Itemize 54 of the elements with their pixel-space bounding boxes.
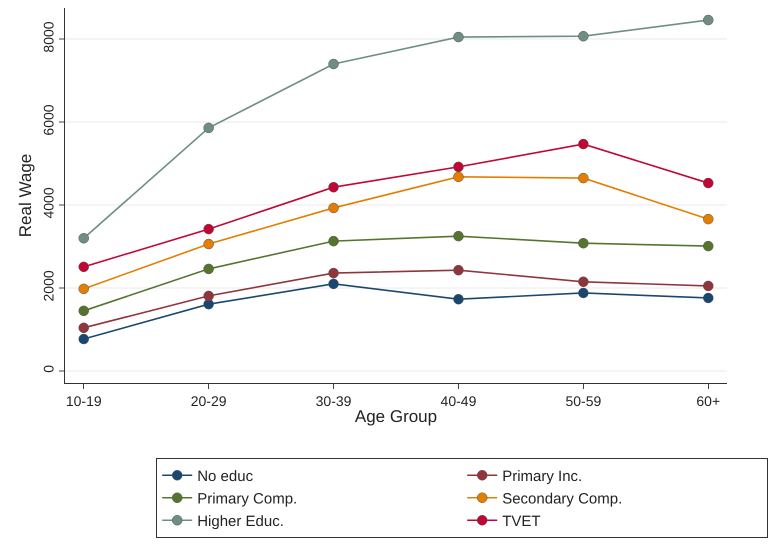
point bbox=[328, 202, 339, 214]
x-tick-label: 60+ bbox=[696, 392, 720, 409]
point bbox=[328, 58, 339, 70]
point bbox=[453, 230, 464, 242]
point bbox=[453, 264, 464, 276]
point bbox=[78, 306, 89, 316]
point bbox=[203, 290, 214, 302]
y-tick-label: 0 bbox=[40, 364, 56, 373]
x-tick-label: 20-29 bbox=[190, 392, 227, 409]
point bbox=[78, 262, 89, 272]
point bbox=[328, 268, 339, 278]
point bbox=[578, 138, 589, 150]
point bbox=[578, 238, 589, 248]
point bbox=[703, 178, 714, 188]
y-tick-label: 4000 bbox=[40, 187, 56, 219]
point bbox=[203, 264, 214, 274]
legend-label: Secondary Comp. bbox=[502, 490, 622, 508]
point bbox=[328, 236, 339, 246]
point bbox=[703, 292, 714, 304]
point bbox=[703, 280, 714, 292]
y-tick-label: 6000 bbox=[40, 104, 56, 136]
point bbox=[78, 284, 89, 294]
x-axis-title: Age Group bbox=[354, 407, 438, 426]
point bbox=[328, 278, 339, 290]
point bbox=[703, 14, 714, 26]
x-tick-label: 10-19 bbox=[66, 392, 102, 409]
point bbox=[78, 322, 89, 334]
point bbox=[453, 294, 464, 304]
x-tick-label: 40-49 bbox=[440, 392, 477, 409]
point bbox=[453, 162, 464, 172]
point bbox=[203, 224, 214, 234]
point bbox=[578, 172, 589, 184]
point bbox=[453, 172, 464, 182]
y-axis-title: Real Wage bbox=[16, 154, 35, 238]
point bbox=[703, 240, 714, 252]
legend-label: No educ bbox=[197, 468, 254, 486]
point bbox=[78, 334, 89, 344]
point bbox=[578, 288, 589, 298]
point bbox=[328, 182, 339, 192]
x-tick-label: 30-39 bbox=[316, 392, 352, 409]
legend-label: Higher Educ. bbox=[197, 513, 284, 530]
y-tick-label: 2000 bbox=[40, 270, 56, 302]
point bbox=[703, 214, 714, 224]
point bbox=[578, 276, 589, 288]
legend-label: Primary Inc. bbox=[502, 468, 582, 486]
point bbox=[453, 32, 464, 42]
point bbox=[78, 232, 89, 244]
x-tick-label: 50-59 bbox=[565, 392, 602, 409]
point bbox=[203, 238, 214, 250]
legend-label: Primary Comp. bbox=[197, 490, 298, 508]
point bbox=[203, 122, 214, 134]
legend-label: TVET bbox=[502, 513, 541, 530]
point bbox=[578, 30, 589, 42]
y-tick-label: 8000 bbox=[40, 21, 56, 53]
